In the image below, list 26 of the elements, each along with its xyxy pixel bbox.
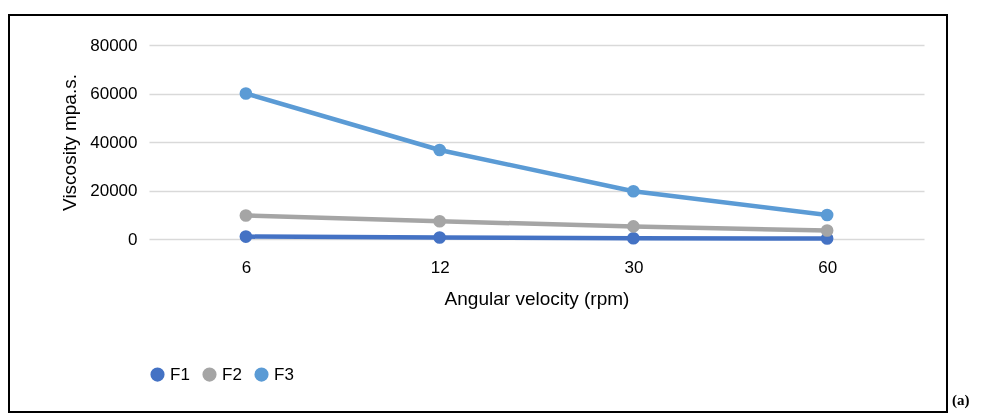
y-tick-label: 40000 (90, 132, 138, 152)
point (433, 143, 446, 157)
y-tick-label: 0 (128, 229, 138, 249)
x-tick-label: 6 (241, 257, 252, 277)
x-tick-label: 30 (624, 257, 644, 277)
point (820, 208, 834, 222)
point (239, 209, 253, 222)
point (627, 184, 640, 198)
x-tick-label: 12 (430, 257, 450, 277)
x-tick-label: 60 (818, 257, 838, 277)
legend-label: F3 (274, 364, 294, 384)
y-tick-label: 20000 (90, 181, 138, 200)
x-axis-title: Angular velocity (rpm) (444, 287, 630, 309)
point (433, 214, 446, 228)
y-tick-label: 80000 (90, 35, 138, 55)
legend-label: F2 (222, 364, 242, 384)
point (820, 224, 834, 237)
y-axis-title: Viscosity mpa.s. (59, 74, 81, 211)
point (627, 231, 640, 245)
point (627, 220, 640, 233)
point (239, 87, 253, 100)
legend-label: F1 (170, 364, 190, 384)
y-tick-label: 60000 (90, 84, 138, 103)
point (433, 231, 446, 244)
text: (a) (952, 392, 970, 409)
point (239, 230, 253, 243)
